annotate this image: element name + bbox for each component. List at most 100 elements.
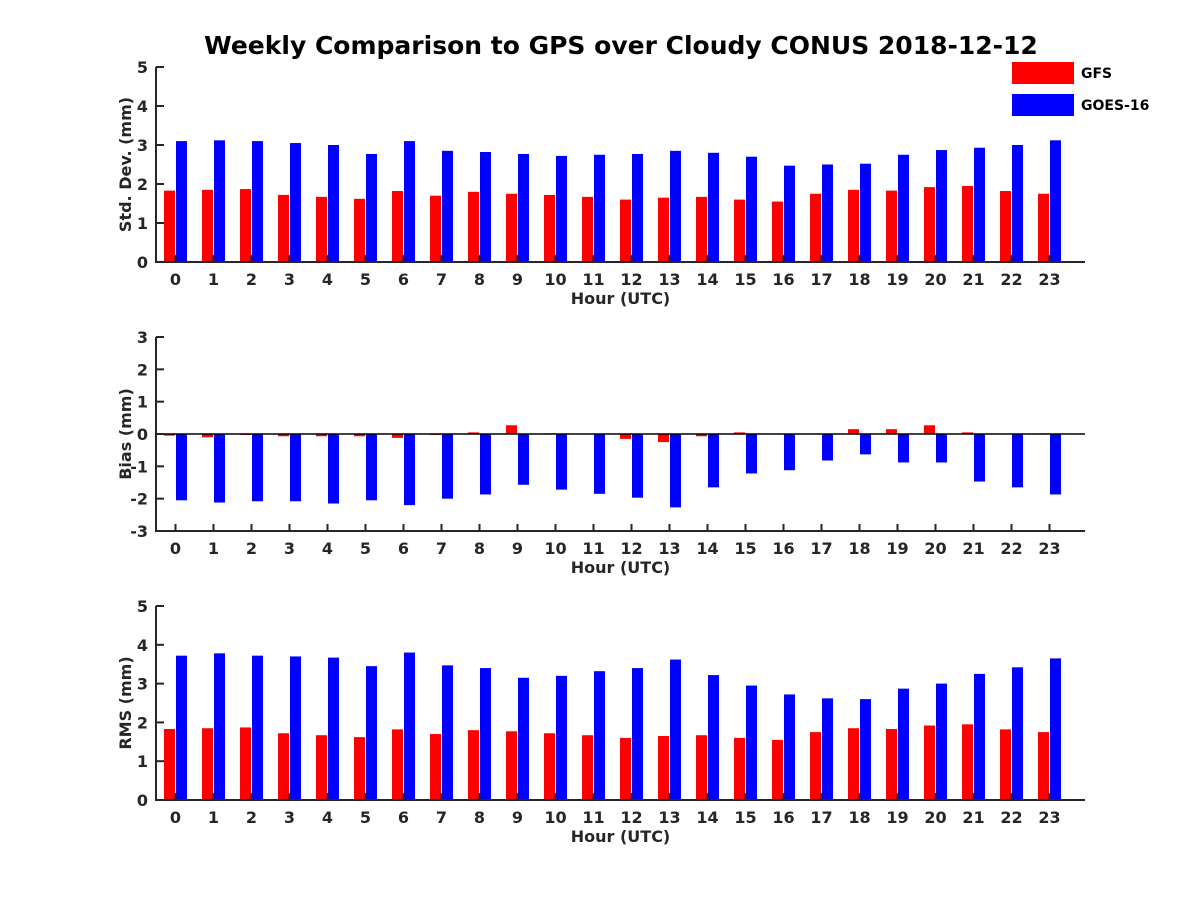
rms-goes16-bar-0 — [176, 655, 187, 800]
rms-x-tick-label: 13 — [658, 808, 680, 827]
std-dev-gfs-bar-5 — [354, 198, 365, 262]
bias-goes16-bar-16 — [784, 434, 795, 471]
std-dev-gfs-bar-16 — [772, 201, 783, 262]
figure-title: Weekly Comparison to GPS over Cloudy CON… — [204, 31, 1038, 60]
rms-goes16-bar-4 — [328, 657, 339, 800]
rms-x-tick-label: 14 — [696, 808, 718, 827]
bias-goes16-bar-19 — [898, 434, 909, 463]
legend: GFS GOES-16 — [1012, 62, 1149, 116]
std-dev-x-tick-label: 21 — [962, 270, 984, 289]
std-dev-x-tick-label: 5 — [360, 270, 371, 289]
rms-x-tick-label: 8 — [474, 808, 485, 827]
rms-gfs-bar-1 — [202, 728, 213, 800]
legend-swatch-gfs — [1012, 62, 1074, 84]
std-dev-goes16-bar-10 — [556, 155, 567, 262]
std-dev-x-tick-label: 19 — [886, 270, 908, 289]
std-dev-x-axis-label: Hour (UTC) — [571, 289, 671, 308]
std-dev-y-tick-label: 1 — [137, 214, 148, 233]
bias-y-tick-label: -1 — [130, 457, 148, 476]
rms-goes16-bar-9 — [518, 677, 529, 800]
bias-y-tick-label: -3 — [130, 522, 148, 541]
bias-x-tick-label: 15 — [734, 539, 756, 558]
rms-goes16-bar-7 — [442, 665, 453, 800]
rms-goes16-bar-10 — [556, 675, 567, 800]
bias-x-tick-label: 8 — [474, 539, 485, 558]
rms-gfs-bar-10 — [544, 733, 555, 800]
bias-x-tick-label: 11 — [582, 539, 604, 558]
std-dev-x-tick-label: 23 — [1038, 270, 1060, 289]
std-dev-gfs-bar-6 — [392, 191, 403, 262]
bias-goes16-bar-0 — [176, 434, 187, 501]
std-dev-x-tick-label: 8 — [474, 270, 485, 289]
rms-goes16-bar-22 — [1012, 667, 1023, 800]
std-dev-goes16-bar-23 — [1050, 140, 1061, 262]
bias-x-tick-label: 3 — [284, 539, 295, 558]
std-dev-y-tick-label: 0 — [137, 253, 148, 272]
rms-x-tick-label: 0 — [170, 808, 181, 827]
rms-gfs-bar-11 — [582, 735, 593, 800]
rms-x-axis-label: Hour (UTC) — [571, 827, 671, 846]
bias-gfs-bar-20 — [924, 425, 935, 434]
std-dev-x-tick-label: 15 — [734, 270, 756, 289]
bias-x-tick-label: 18 — [848, 539, 870, 558]
std-dev-goes16-bar-1 — [214, 140, 225, 262]
rms-gfs-bar-7 — [430, 734, 441, 800]
bias-gfs-bar-19 — [886, 429, 897, 434]
rms-x-tick-label: 18 — [848, 808, 870, 827]
rms-y-tick-label: 1 — [137, 752, 148, 771]
bias-gfs-bar-9 — [506, 425, 517, 434]
std-dev-x-tick-label: 9 — [512, 270, 523, 289]
bias-goes16-bar-8 — [480, 434, 491, 495]
bias-gfs-bar-5 — [354, 434, 365, 437]
std-dev-gfs-bar-22 — [1000, 191, 1011, 262]
rms-gfs-bar-12 — [620, 737, 631, 800]
bias-goes16-bar-22 — [1012, 434, 1023, 488]
std-dev-x-tick-label: 7 — [436, 270, 447, 289]
std-dev-y-tick-label: 4 — [137, 97, 148, 116]
rms-gfs-bar-4 — [316, 735, 327, 800]
bias-goes16-bar-9 — [518, 434, 529, 485]
bias-gfs-bar-15 — [734, 432, 745, 434]
rms-gfs-bar-9 — [506, 731, 517, 800]
bias-x-tick-label: 4 — [322, 539, 333, 558]
bias-goes16-bar-20 — [936, 434, 947, 463]
rms-gfs-bar-8 — [468, 730, 479, 800]
std-dev-gfs-bar-0 — [164, 190, 175, 262]
rms-x-tick-label: 3 — [284, 808, 295, 827]
rms-x-tick-label: 7 — [436, 808, 447, 827]
bias-y-tick-label: -2 — [130, 490, 148, 509]
rms-goes16-bar-11 — [594, 671, 605, 800]
rms-gfs-bar-19 — [886, 728, 897, 800]
std-dev-goes16-bar-11 — [594, 154, 605, 262]
bias-x-tick-label: 12 — [620, 539, 642, 558]
rms-x-tick-label: 12 — [620, 808, 642, 827]
rms-y-tick-label: 4 — [137, 636, 148, 655]
bias-gfs-bar-21 — [962, 432, 973, 434]
std-dev-x-tick-label: 17 — [810, 270, 832, 289]
bias-goes16-bar-1 — [214, 434, 225, 503]
std-dev-goes16-bar-22 — [1012, 145, 1023, 262]
bias-x-tick-label: 23 — [1038, 539, 1060, 558]
rms-gfs-bar-2 — [240, 727, 251, 800]
std-dev-x-tick-label: 3 — [284, 270, 295, 289]
std-dev-gfs-bar-11 — [582, 196, 593, 262]
std-dev-x-tick-label: 12 — [620, 270, 642, 289]
rms-gfs-bar-22 — [1000, 729, 1011, 800]
std-dev-y-axis-label: Std. Dev. (mm) — [116, 97, 135, 232]
bias-goes16-bar-6 — [404, 434, 415, 506]
rms-x-tick-label: 15 — [734, 808, 756, 827]
bias-x-tick-label: 16 — [772, 539, 794, 558]
bias-goes16-bar-10 — [556, 434, 567, 490]
std-dev-gfs-bar-7 — [430, 195, 441, 262]
rms-goes16-bar-8 — [480, 668, 491, 800]
rms-gfs-bar-0 — [164, 728, 175, 800]
bias-y-axis-label: Bias (mm) — [116, 388, 135, 480]
rms-x-tick-label: 22 — [1000, 808, 1022, 827]
bias-gfs-bar-18 — [848, 429, 859, 434]
std-dev-goes16-bar-21 — [974, 147, 985, 262]
bias-goes16-bar-14 — [708, 434, 719, 488]
std-dev-goes16-bar-14 — [708, 152, 719, 262]
bias-x-tick-label: 1 — [208, 539, 219, 558]
